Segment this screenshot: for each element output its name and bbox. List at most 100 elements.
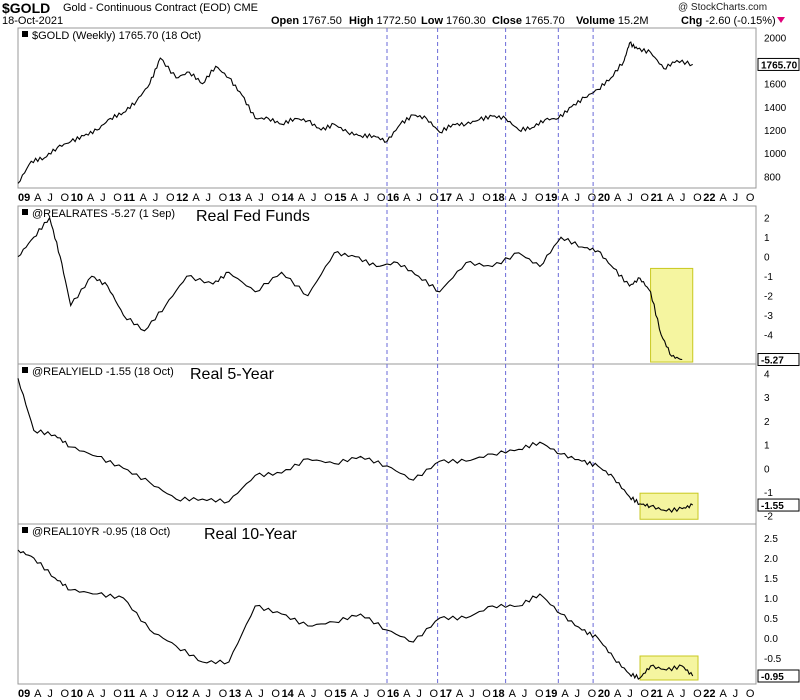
close-stat: Close 1765.70 [492, 15, 565, 27]
x-axis-label-bottom-12: 12 [176, 688, 188, 700]
x-axis-label-bottom-43: O [588, 688, 597, 700]
close-label: Close [492, 15, 522, 27]
panel-annotation-1: Real Fed Funds [196, 208, 310, 225]
x-axis-label-bottom-51: O [693, 688, 702, 700]
x-axis-label-bottom-42: J [575, 688, 581, 700]
x-axis-label-top-49: A [667, 192, 675, 204]
panel-title-2: @REALYIELD -1.55 (18 Oct) [32, 366, 174, 378]
x-axis-label-bottom-34: J [469, 688, 475, 700]
x-axis-label-bottom-18: J [258, 688, 264, 700]
x-axis-label-bottom-46: J [627, 688, 633, 700]
x-axis-label-top-2: J [47, 192, 53, 204]
close-value: 1765.70 [524, 15, 565, 27]
x-axis-label-bottom-14: J [206, 688, 212, 700]
x-axis-label-bottom-49: A [667, 688, 675, 700]
x-axis-label-bottom-10: J [153, 688, 159, 700]
panel-title-3: @REAL10YR -0.95 (18 Oct) [32, 526, 170, 538]
x-axis-label-bottom-11: O [166, 688, 175, 700]
series-line-2 [17, 378, 693, 514]
y-tick-label-3-5: 1.5 [764, 574, 778, 585]
x-axis-label-top-23: O [324, 192, 333, 204]
x-axis-label-bottom-7: O [113, 688, 122, 700]
x-axis-label-top-14: J [206, 192, 212, 204]
x-axis-label-bottom-36: 18 [492, 688, 504, 700]
x-axis-label-bottom-52: 22 [703, 688, 715, 700]
panel-title-marker-2 [22, 367, 28, 373]
low-value: 1760.30 [446, 15, 486, 27]
x-axis-label-bottom-0: 09 [18, 688, 30, 700]
last-value-badge-3: -0.95 [757, 669, 800, 683]
panel-annotation-3: Real 10-Year [204, 526, 297, 543]
x-axis-label-top-51: O [693, 192, 702, 204]
low-label: Low [421, 15, 443, 27]
x-axis-label-bottom-44: 20 [598, 688, 610, 700]
last-value-label-3: -0.95 [761, 672, 784, 683]
x-axis-label-bottom-21: A [298, 688, 306, 700]
x-axis-label-bottom-32: 17 [440, 688, 452, 700]
x-axis-label-bottom-8: 11 [123, 688, 135, 700]
x-axis-label-bottom-39: O [535, 688, 544, 700]
x-axis-label-top-33: A [456, 192, 464, 204]
x-axis-label-bottom-48: 21 [651, 688, 663, 700]
y-tick-label-2-0: -2 [764, 512, 773, 523]
y-tick-label-2-4: 2 [764, 417, 770, 428]
x-axis-label-bottom-31: O [430, 688, 439, 700]
x-axis-label-bottom-2: J [47, 688, 53, 700]
x-axis-label-top-13: A [192, 192, 200, 204]
x-axis-label-top-7: O [113, 192, 122, 204]
panel-title-marker-0 [22, 31, 28, 37]
last-value-box-2 [757, 498, 800, 512]
x-axis-label-bottom-38: J [522, 688, 528, 700]
x-axis-label-bottom-50: J [680, 688, 686, 700]
y-tick-label-0-4: 1600 [764, 80, 787, 91]
x-axis-label-bottom-40: 19 [545, 688, 557, 700]
low-stat: Low 1760.30 [421, 15, 486, 27]
x-axis-label-bottom-19: O [271, 688, 280, 700]
x-axis-label-bottom-33: A [456, 688, 464, 700]
last-value-box-1 [757, 353, 800, 367]
y-tick-label-3-1: -0.5 [764, 654, 782, 665]
y-tick-label-1-2: -2 [764, 292, 773, 303]
x-axis-label-top-8: 11 [123, 192, 135, 204]
x-axis-label-top-40: 19 [545, 192, 557, 204]
x-axis-label-bottom-35: O [482, 688, 491, 700]
last-value-badge-2: -1.55 [757, 498, 800, 512]
x-axis-label-bottom-41: A [561, 688, 569, 700]
chart-instrument-name: Gold - Continuous Contract (EOD) CME [63, 2, 258, 14]
instrument-name: Gold - Continuous Contract (EOD) [63, 2, 231, 14]
volume-stat: Volume 15.2M [576, 15, 649, 27]
series-line-1 [17, 216, 683, 361]
x-axis-label-bottom-53: A [719, 688, 727, 700]
x-axis-label-top-38: J [522, 192, 528, 204]
last-value-box-3 [757, 669, 800, 683]
x-axis-label-top-39: O [535, 192, 544, 204]
x-axis-label-bottom-23: O [324, 688, 333, 700]
x-axis-label-bottom-25: A [350, 688, 358, 700]
y-tick-label-2-2: 0 [764, 464, 770, 475]
x-axis-label-top-4: 10 [71, 192, 83, 204]
y-tick-label-2-3: 1 [764, 441, 770, 452]
x-axis-label-top-0: 09 [18, 192, 30, 204]
change-label: Chg [681, 15, 703, 27]
x-axis-label-bottom-30: J [416, 688, 422, 700]
y-tick-label-2-1: -1 [764, 488, 773, 499]
x-axis-label-top-43: O [588, 192, 597, 204]
x-axis-label-top-27: O [377, 192, 386, 204]
x-axis-label-top-35: O [482, 192, 491, 204]
volume-label: Volume [576, 15, 615, 27]
x-axis-label-bottom-4: 10 [71, 688, 83, 700]
y-tick-label-1-6: 2 [764, 214, 770, 225]
x-axis-label-top-46: J [627, 192, 633, 204]
x-axis-label-bottom-54: J [733, 688, 739, 700]
x-axis-label-top-25: A [350, 192, 358, 204]
x-axis-label-bottom-17: A [245, 688, 253, 700]
exchange-label: CME [233, 2, 259, 14]
x-axis-label-top-55: O [746, 192, 755, 204]
y-tick-label-3-6: 2.0 [764, 554, 778, 565]
y-tick-label-1-3: -1 [764, 272, 773, 283]
x-axis-label-top-5: A [87, 192, 95, 204]
x-axis-label-top-26: J [364, 192, 370, 204]
y-tick-label-2-6: 4 [764, 369, 770, 380]
open-value: 1767.50 [302, 15, 342, 27]
